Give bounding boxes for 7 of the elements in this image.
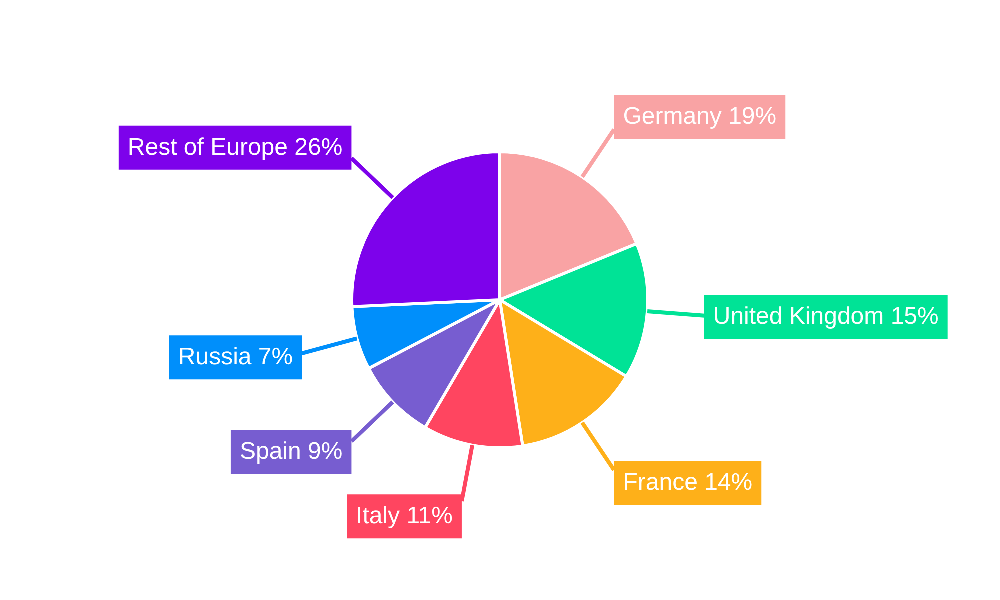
slice-label: Russia 7% [178, 344, 294, 371]
slice-label: Rest of Europe 26% [128, 134, 343, 161]
slice-label: United Kingdom 15% [713, 303, 939, 330]
slice-label: Spain 9% [240, 438, 343, 466]
slice-label: Germany 19% [623, 102, 777, 130]
slice-label: Italy 11% [356, 502, 453, 530]
slice-label: France 14% [623, 469, 753, 496]
